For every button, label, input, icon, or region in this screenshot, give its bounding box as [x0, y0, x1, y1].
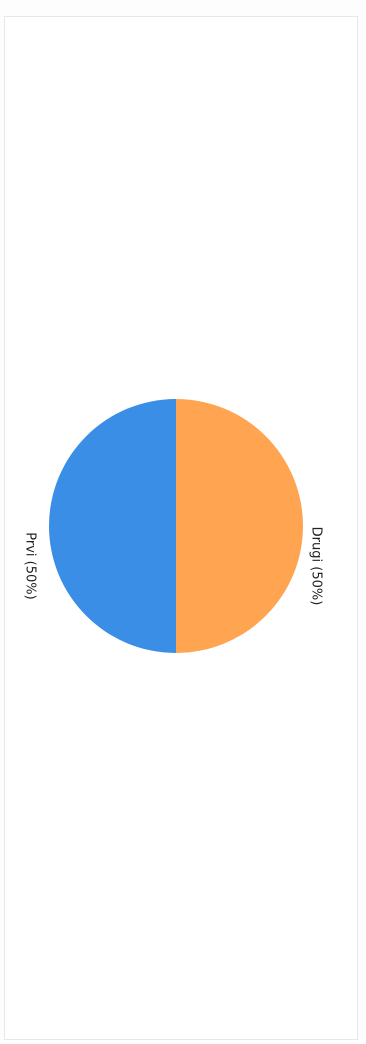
pie-slice-2: [49, 399, 176, 653]
pie-label-1: Drugi (50%): [309, 527, 324, 606]
pie-label-2: Prvi (50%): [23, 532, 38, 599]
pie-labels: Drugi (50%) Prvi (50%): [23, 527, 324, 606]
pie-slices: [49, 399, 303, 653]
pie-slice-1: [176, 399, 303, 653]
